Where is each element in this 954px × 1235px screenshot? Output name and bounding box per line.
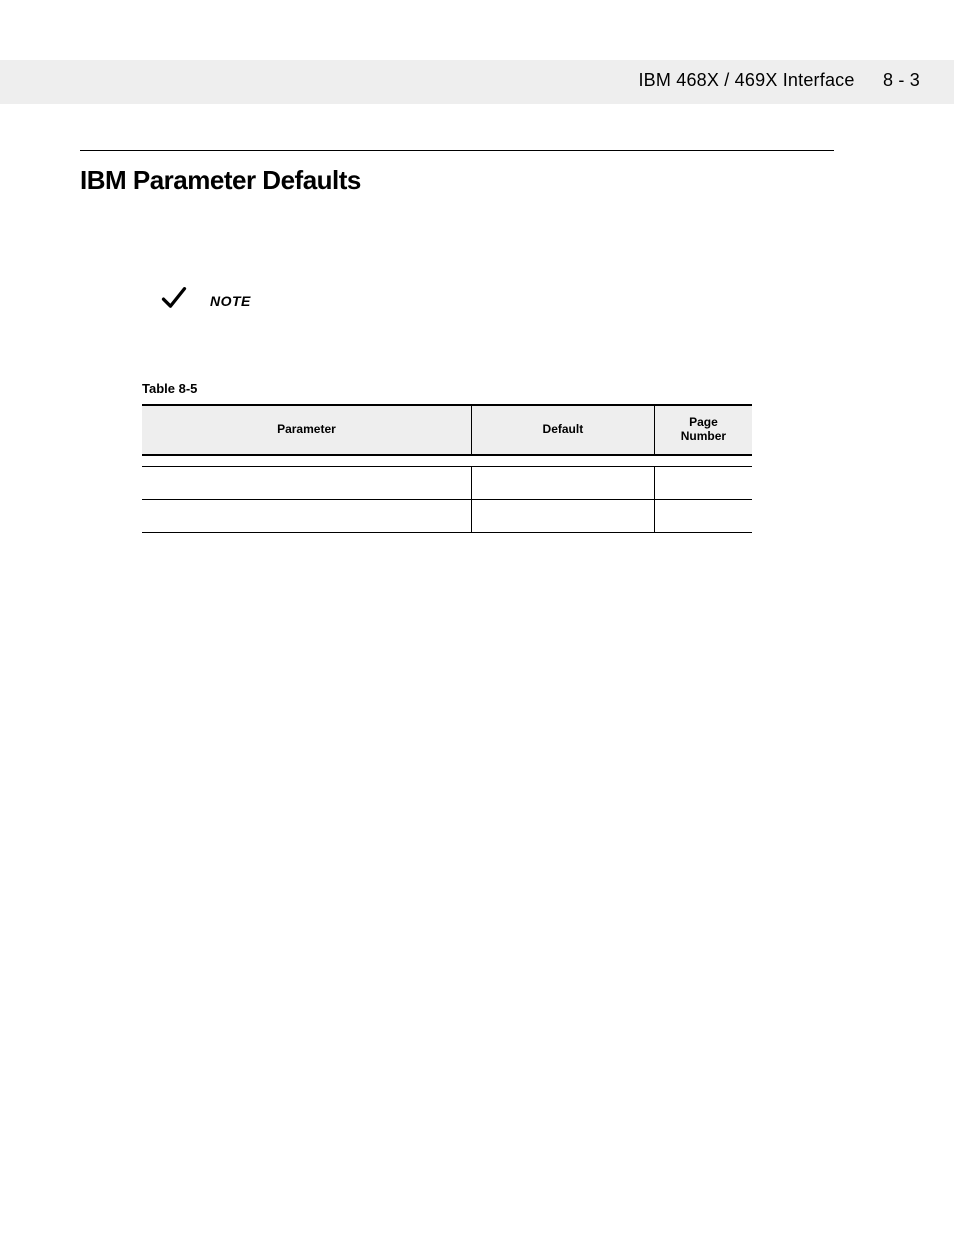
- table-row: [142, 466, 752, 499]
- checkmark-icon: [160, 284, 188, 317]
- cell-parameter: [142, 499, 471, 532]
- chapter-title: IBM 468X / 469X Interface: [638, 70, 854, 90]
- col-header-default: Default: [471, 405, 654, 455]
- table-header-row: Parameter Default Page Number: [142, 405, 752, 455]
- table-spacer-row: [142, 455, 752, 467]
- section-rule: [80, 150, 834, 151]
- table-row: [142, 499, 752, 532]
- section-title: IBM Parameter Defaults: [80, 165, 834, 196]
- page-number: 8 - 3: [883, 70, 920, 90]
- note-label: NOTE: [210, 293, 251, 309]
- note-block: NOTE: [160, 284, 834, 317]
- cell-default: [471, 499, 654, 532]
- defaults-table: Parameter Default Page Number: [142, 404, 752, 533]
- table-caption: Table 8-5: [142, 381, 752, 396]
- page: IBM 468X / 469X Interface 8 - 3 IBM Para…: [0, 0, 954, 1235]
- col-header-page-line2: Number: [681, 429, 726, 443]
- running-header: IBM 468X / 469X Interface 8 - 3: [638, 70, 920, 91]
- cell-default: [471, 466, 654, 499]
- col-header-page-line1: Page: [689, 415, 718, 429]
- cell-page: [654, 466, 752, 499]
- cell-parameter: [142, 466, 471, 499]
- col-header-page: Page Number: [654, 405, 752, 455]
- cell-page: [654, 499, 752, 532]
- col-header-parameter: Parameter: [142, 405, 471, 455]
- content-area: IBM Parameter Defaults NOTE Table 8-5 Pa…: [80, 150, 834, 533]
- defaults-table-wrap: Table 8-5 Parameter Default Page Number: [142, 381, 752, 533]
